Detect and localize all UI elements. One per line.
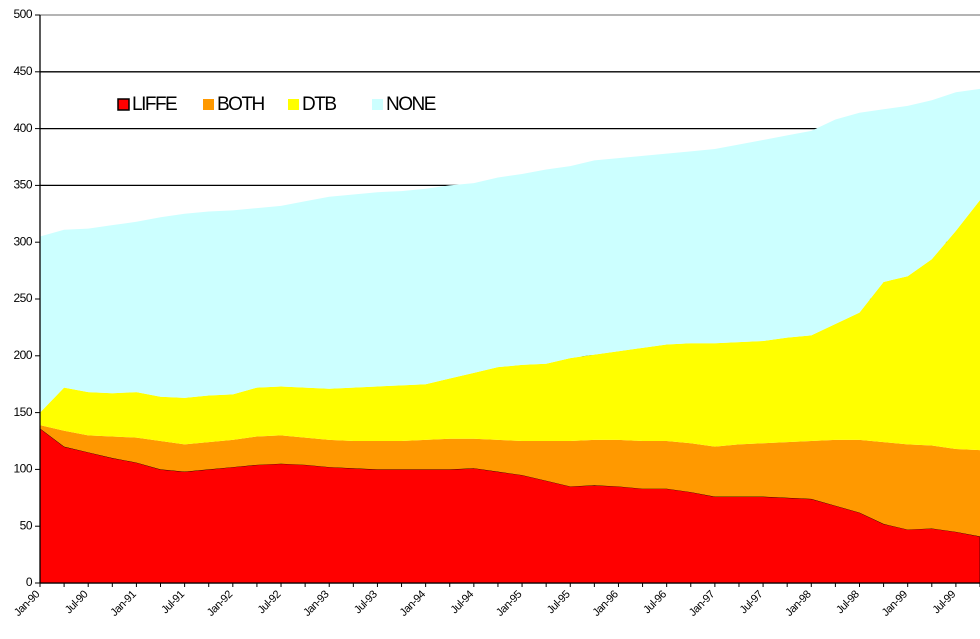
legend-swatch <box>372 99 383 110</box>
legend-swatch <box>203 99 214 110</box>
x-tick-label: Jul-90 <box>63 588 91 616</box>
legend-label: BOTH <box>217 94 265 115</box>
x-tick-label: Jul-93 <box>352 588 380 616</box>
y-tick-label: 250 <box>13 291 32 305</box>
x-tick-label: Jul-94 <box>448 588 476 616</box>
x-tick-label: Jul-98 <box>834 588 862 616</box>
area <box>40 88 980 413</box>
y-tick-label: 350 <box>13 178 32 192</box>
x-tick-label: Jul-91 <box>159 588 187 616</box>
x-tick-label: Jan-90 <box>12 588 42 618</box>
legend-swatch <box>288 99 299 110</box>
y-tick-label: 200 <box>13 348 32 362</box>
x-tick-label: Jan-97 <box>687 588 717 618</box>
legend-label: DTB <box>302 94 336 115</box>
legend-swatch <box>117 98 130 111</box>
x-tick-label: Jan-96 <box>590 588 620 618</box>
area <box>40 200 980 451</box>
x-tick-label: Jan-98 <box>783 588 813 618</box>
area <box>40 425 980 537</box>
x-tick-label: Jan-93 <box>301 588 331 618</box>
x-tick-label: Jan-92 <box>205 588 235 618</box>
legend-label: NONE <box>386 94 436 115</box>
legend-label: LIFFE <box>132 94 177 115</box>
y-tick-label: 300 <box>13 234 32 248</box>
x-tick-label: Jan-95 <box>494 588 524 618</box>
x-tick-label: Jul-99 <box>931 588 959 616</box>
x-tick-label: Jul-97 <box>738 588 766 616</box>
y-tick-label: 0 <box>26 575 33 589</box>
y-tick-label: 450 <box>13 64 32 78</box>
x-tick-label: Jul-95 <box>545 588 573 616</box>
y-tick-label: 100 <box>13 462 32 476</box>
x-tick-label: Jan-94 <box>398 588 428 618</box>
x-tick-label: Jul-96 <box>641 588 669 616</box>
x-tick-label: Jul-92 <box>256 588 284 616</box>
y-tick-label: 400 <box>13 121 32 135</box>
x-tick-label: Jan-99 <box>880 588 910 618</box>
y-tick-label: 150 <box>13 405 32 419</box>
y-tick-label: 500 <box>13 7 32 21</box>
y-tick-label: 50 <box>20 518 33 532</box>
x-tick-label: Jan-91 <box>108 588 138 618</box>
